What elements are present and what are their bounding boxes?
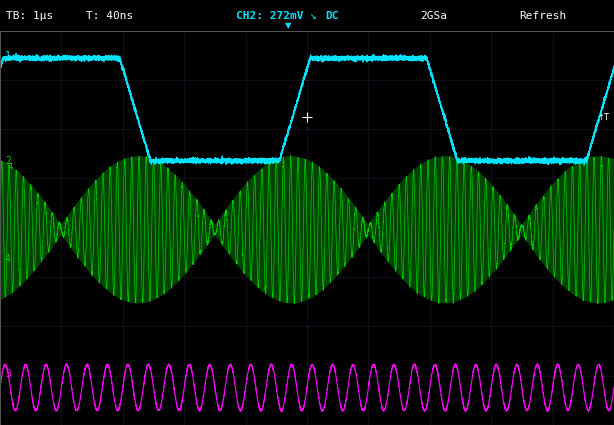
Text: 2GSa: 2GSa <box>421 11 448 21</box>
Text: Refresh: Refresh <box>519 11 566 21</box>
Text: DC: DC <box>325 11 339 21</box>
Text: ↘: ↘ <box>310 11 317 21</box>
Text: 2: 2 <box>5 156 11 166</box>
Text: 3: 3 <box>5 369 11 379</box>
Text: 4: 4 <box>7 162 12 171</box>
Text: ▼: ▼ <box>286 21 292 30</box>
Text: T: 40ns: T: 40ns <box>86 11 133 21</box>
Text: ↑T: ↑T <box>597 113 610 122</box>
Text: TB: 1µs: TB: 1µs <box>6 11 53 21</box>
Text: CH2: 272mV: CH2: 272mV <box>236 11 304 21</box>
Text: 1: 1 <box>5 51 11 61</box>
Text: 4: 4 <box>5 254 11 264</box>
